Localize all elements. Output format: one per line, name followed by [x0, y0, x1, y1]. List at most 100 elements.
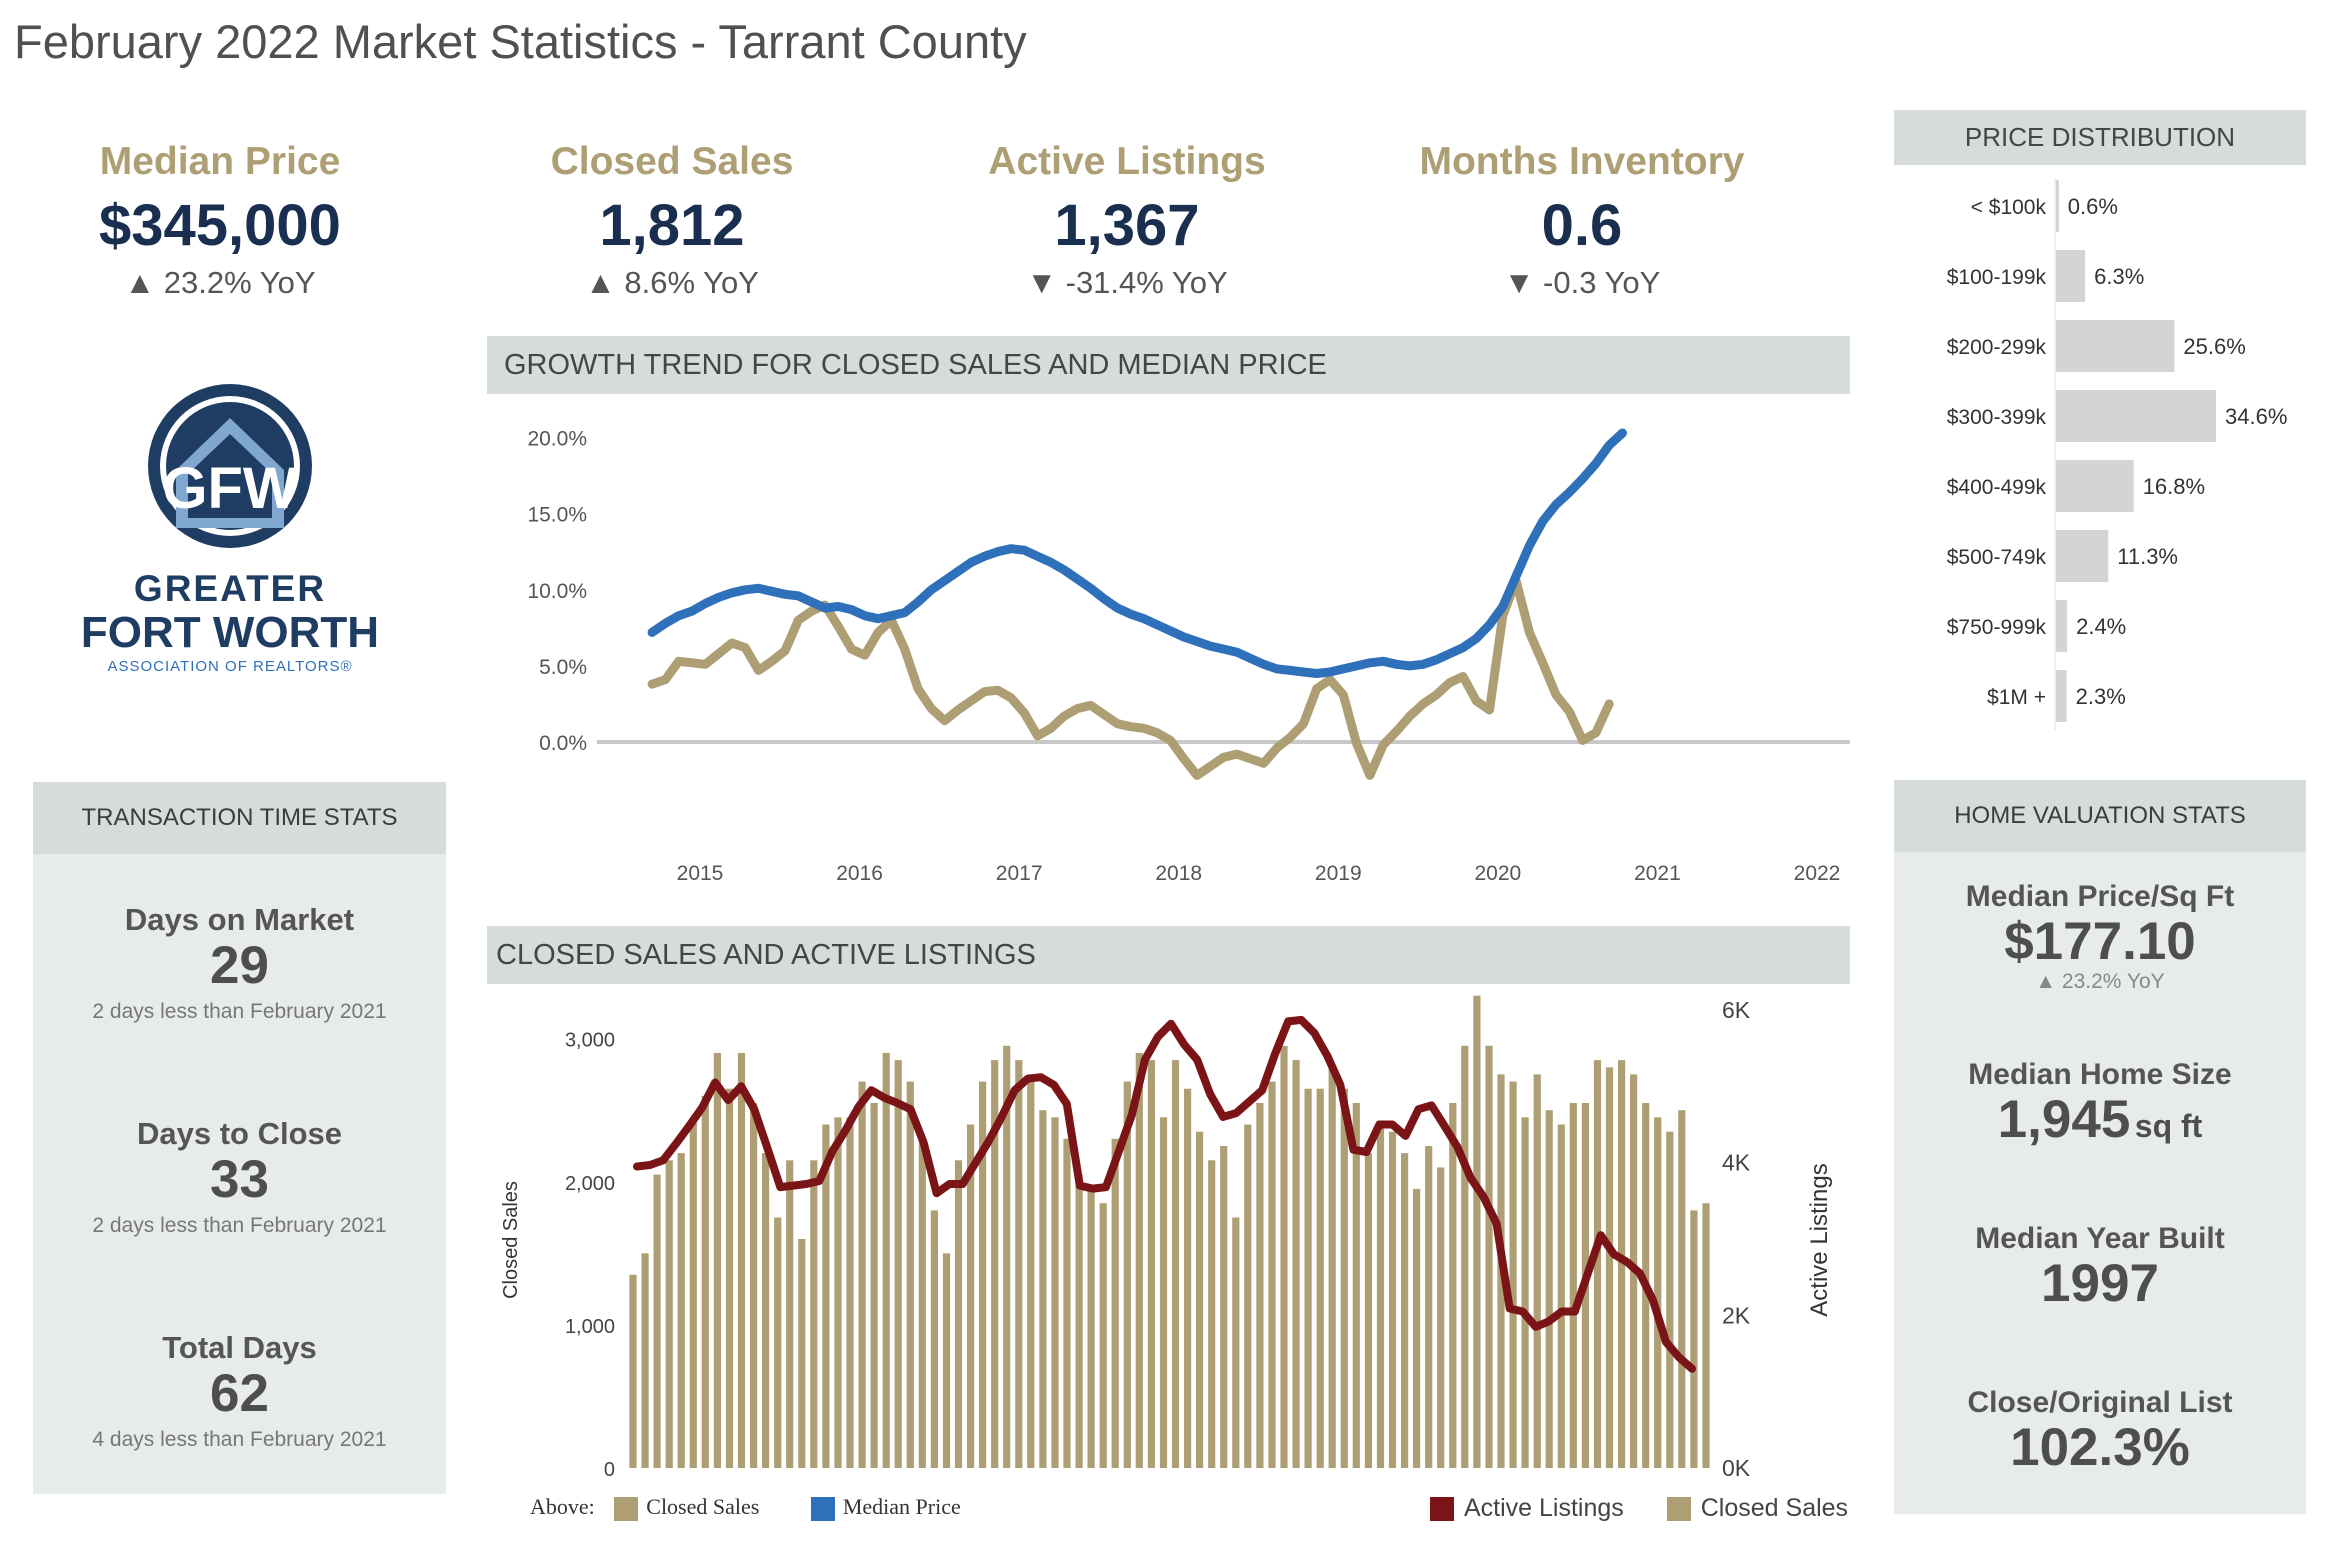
bar-closed-sales	[894, 1060, 902, 1468]
series-line-median-price	[647, 428, 1627, 678]
stat-value: $177.10	[2004, 912, 2196, 971]
stat-note: 2 days less than February 2021	[92, 1213, 387, 1237]
bar-closed-sales	[1268, 1081, 1276, 1468]
y2-tick-label: 0K	[1722, 1455, 1751, 1481]
home-valuation-panel: HOME VALUATION STATS Median Price/Sq Ft …	[1894, 780, 2306, 1514]
kpi-change: ▲ 23.2% YoY	[124, 265, 316, 300]
gfw-logo: GFW GREATER FORT WORTH ASSOCIATION OF RE…	[60, 378, 400, 688]
price-dist-category: $1M +	[1987, 686, 2046, 709]
price-dist-value: 6.3%	[2094, 264, 2144, 289]
days-to-close-stat: Days to Close 33 2 days less than Februa…	[33, 1116, 446, 1238]
bar-closed-sales	[1135, 1052, 1143, 1468]
days-on-market-stat: Days on Market 29 2 days less than Febru…	[33, 902, 446, 1024]
bar-closed-sales	[1473, 995, 1481, 1468]
bar-closed-sales	[1280, 1045, 1288, 1468]
kpi-months-inventory: Months Inventory 0.6 ▼ -0.3 YoY	[1392, 140, 1772, 301]
bar-closed-sales	[1147, 1060, 1155, 1468]
bar-closed-sales	[737, 1052, 746, 1468]
price-dist-bar	[2056, 600, 2068, 652]
bar-closed-sales	[942, 1253, 951, 1468]
bar-closed-sales	[1292, 1060, 1300, 1468]
growth-trend-title: GROWTH TREND FOR CLOSED SALES AND MEDIAN…	[487, 336, 1850, 394]
y-tick-label: 2,000	[565, 1173, 615, 1195]
kpi-label: Median Price	[99, 140, 341, 183]
bar-closed-sales	[1618, 1060, 1626, 1468]
bar-closed-sales	[665, 1160, 673, 1468]
price-dist-bar	[2056, 670, 2067, 722]
legend-prefix: Above:	[530, 1494, 595, 1519]
kpi-value: $345,000	[99, 193, 341, 258]
x-tick-label: 2022	[1794, 862, 1841, 885]
bar-closed-sales	[906, 1081, 914, 1468]
bar-closed-sales	[1521, 1117, 1529, 1468]
kpi-closed-sales: Closed Sales 1,812 ▲ 8.6% YoY	[482, 140, 862, 301]
bar-closed-sales	[701, 1095, 709, 1468]
bar-closed-sales	[677, 1153, 685, 1468]
bar-closed-sales	[1401, 1153, 1409, 1468]
kpi-label: Closed Sales	[550, 140, 794, 183]
price-distribution-chart: < $100k 0.6% $100-199k 6.3% $200-299k 25.6% $3…	[1947, 178, 2287, 730]
price-dist-value: 2.3%	[2076, 684, 2126, 709]
y-axis-label: Closed Sales	[500, 1181, 522, 1299]
bar-closed-sales	[1196, 1131, 1204, 1468]
bar-closed-sales	[1328, 1067, 1336, 1469]
x-tick-label: 2021	[1634, 862, 1681, 885]
logo-line3: ASSOCIATION OF REALTORS®	[107, 658, 353, 675]
closed-sales-active-listings-title: CLOSED SALES AND ACTIVE LISTINGS	[487, 926, 1850, 984]
legend-swatch-active-listings	[1430, 1497, 1454, 1522]
kpi-value: 1,812	[599, 193, 745, 258]
stat-value: 62	[210, 1364, 269, 1423]
kpi-change: ▼ -31.4% YoY	[1026, 265, 1228, 300]
x-tick-label: 2020	[1474, 862, 1521, 885]
bar-closed-sales	[870, 1103, 878, 1468]
home-valuation-title: HOME VALUATION STATS	[1894, 780, 2306, 852]
bar-closed-sales	[991, 1060, 999, 1468]
page-title: February 2022 Market Statistics - Tarran…	[14, 15, 1027, 68]
home-size-stat: Median Home Size 1,945 sq ft	[1894, 1058, 2306, 1148]
bar-closed-sales	[1232, 1217, 1240, 1468]
bar-closed-sales	[1485, 1045, 1493, 1468]
bar-closed-sales	[882, 1052, 890, 1468]
bar-closed-sales	[1376, 1124, 1385, 1468]
legend-label-median-price: Median Price	[842, 1494, 961, 1519]
logo-line2: FORT WORTH	[80, 608, 380, 657]
x-tick-label: 2019	[1315, 862, 1362, 885]
bar-closed-sales	[1015, 1060, 1023, 1468]
bar-closed-sales	[967, 1124, 975, 1468]
price-dist-value: 2.4%	[2076, 614, 2126, 639]
bar-closed-sales	[1352, 1103, 1360, 1468]
bar-closed-sales	[918, 1138, 926, 1468]
growth-trend-chart: 0.0% 5.0% 10.0% 15.0% 20.0% 2015 2016 2017 2018 2…	[527, 428, 1850, 885]
x-tick-label: 2017	[996, 862, 1043, 885]
stat-label: Days to Close	[136, 1116, 342, 1151]
bar-closed-sales	[1666, 1131, 1674, 1468]
kpi-value: 0.6	[1541, 193, 1623, 258]
year-built-stat: Median Year Built 1997	[1894, 1222, 2306, 1312]
stat-label: Median Price/Sq Ft	[1965, 880, 2235, 913]
kpi-median-price: Median Price $345,000 ▲ 23.2% YoY	[30, 140, 410, 301]
bar-closed-sales	[1605, 1067, 1614, 1469]
price-per-sqft-stat: Median Price/Sq Ft $177.10 ▲ 23.2% YoY	[1894, 880, 2306, 994]
stat-note: ▲ 23.2% YoY	[2035, 969, 2165, 993]
legend-swatch-closed-sales	[614, 1496, 639, 1521]
price-dist-category: $750-999k	[1947, 616, 2047, 639]
bar-closed-sales	[629, 1274, 637, 1468]
logo-monogram: GFW	[162, 456, 298, 521]
price-dist-value: 0.6%	[2068, 194, 2118, 219]
total-days-stat: Total Days 62 4 days less than February …	[33, 1330, 446, 1452]
bar-closed-sales	[1690, 1210, 1698, 1468]
bar-closed-sales	[1256, 1103, 1264, 1468]
bar-closed-sales	[1304, 1088, 1312, 1468]
price-dist-category: < $100k	[1971, 196, 2047, 219]
legend-label-closed-sales: Closed Sales	[1700, 1494, 1849, 1522]
price-dist-category: $300-399k	[1947, 406, 2047, 429]
stat-value: 33	[210, 1150, 269, 1209]
price-dist-bar	[2056, 250, 2086, 302]
kpi-label: Active Listings	[988, 140, 1266, 183]
y-tick-label: 1,000	[565, 1316, 615, 1338]
close-original-list-stat: Close/Original List 102.3%	[1894, 1386, 2306, 1476]
bar-closed-sales	[1449, 1103, 1457, 1468]
bar-closed-sales	[1425, 1146, 1433, 1468]
bar-closed-sales	[858, 1081, 866, 1468]
bar-closed-sales	[1702, 1203, 1710, 1468]
